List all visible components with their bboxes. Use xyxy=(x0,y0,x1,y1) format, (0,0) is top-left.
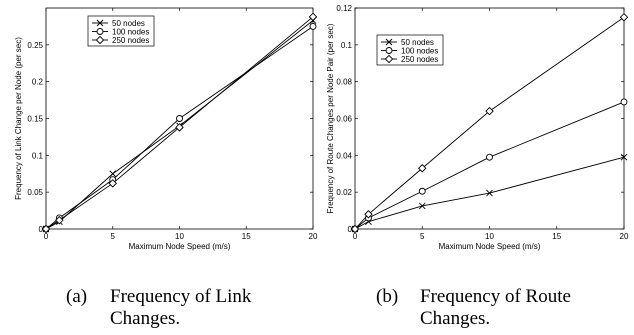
y-tick-label-b: 0.1 xyxy=(341,41,353,50)
data-point-a-2 xyxy=(309,22,317,30)
legend-label-a-1: 50 nodes xyxy=(112,19,145,28)
x-tick-label-b: 10 xyxy=(485,232,494,241)
data-point-a-3 xyxy=(108,179,117,188)
x-axis-label-a: Maximum Node Speed (m/s) xyxy=(129,242,231,251)
data-point-b-2 xyxy=(486,153,493,161)
data-point-b-1 xyxy=(620,153,628,161)
x-axis-label-b: Maximum Node Speed (m/s) xyxy=(439,242,541,251)
legend-marker-a-1 xyxy=(96,19,104,27)
y-axis-label-a: Frequency of Link Change per Node (per s… xyxy=(14,37,23,200)
y-tick-label-b: 0.12 xyxy=(336,4,352,13)
caption-a: (a) Frequency of Link Changes. xyxy=(66,286,251,330)
x-tick-label-a: 20 xyxy=(309,232,318,241)
x-tick-label-b: 5 xyxy=(420,232,425,241)
legend-marker-a-3 xyxy=(95,35,105,45)
caption-a-tag: (a) xyxy=(66,286,88,307)
y-tick-label-b: 0.02 xyxy=(336,188,352,197)
data-point-a-3 xyxy=(175,123,184,132)
chart-b: 0 5 10 15 20 0 0.02 0.04 0.06 0.08 0.1 0.12 Maximum … xyxy=(326,4,629,251)
x-tick-label-a: 5 xyxy=(111,232,116,241)
caption-a-line2: Changes. xyxy=(110,308,181,329)
y-tick-label-a: 0.1 xyxy=(32,151,44,160)
y-tick-label-a: 0.05 xyxy=(27,188,43,197)
caption-b-line2: Changes. xyxy=(420,308,491,329)
caption-b-tag: (b) xyxy=(376,286,399,307)
data-point-b-3 xyxy=(418,163,427,173)
data-point-b-2 xyxy=(620,98,628,106)
data-point-b-2 xyxy=(418,187,426,195)
data-point-b-3 xyxy=(364,210,373,219)
caption-a-line1: Frequency of Link xyxy=(110,286,252,307)
legend-marker-b-1 xyxy=(385,38,393,46)
legend-label-b-1: 50 nodes xyxy=(401,38,434,47)
legend-marker-b-3 xyxy=(384,54,394,64)
legend-label-a-2: 100 nodes xyxy=(112,28,149,37)
y-tick-label-b: 0.04 xyxy=(336,151,352,160)
caption-b-line1: Frequency of Route xyxy=(420,286,571,307)
data-point-a-2 xyxy=(176,115,183,122)
y-tick-label-a: 0.25 xyxy=(27,41,43,50)
y-tick-label-b: 0.08 xyxy=(336,78,352,87)
x-tick-label-b: 20 xyxy=(620,232,629,241)
y-axis-label-b: Frequency of Route Changes per Node Pair… xyxy=(326,23,335,213)
y-tick-label-a: 0 xyxy=(39,225,44,234)
data-point-a-3 xyxy=(41,224,51,234)
legend-label-a-3: 250 nodes xyxy=(112,36,149,45)
series-line-b-2 xyxy=(354,101,625,230)
x-tick-label-a: 15 xyxy=(242,232,251,241)
x-tick-label-b: 0 xyxy=(353,232,358,241)
data-point-b-1 xyxy=(486,189,493,197)
x-tick-label-b: 15 xyxy=(552,232,561,241)
data-point-b-3 xyxy=(350,224,360,234)
caption-b: (b) Frequency of Route Changes. xyxy=(376,286,571,330)
legend-marker-a-2 xyxy=(96,28,104,35)
y-tick-label-a: 0.2 xyxy=(32,78,44,87)
chart-a: 0 5 10 15 20 0 0.05 0.1 0.15 0.2 0.25 Maximum Node … xyxy=(14,7,318,251)
legend-label-b-2: 100 nodes xyxy=(401,47,438,56)
y-tick-label-a: 0.15 xyxy=(27,115,43,124)
x-tick-label-a: 0 xyxy=(44,232,49,241)
data-point-a-1 xyxy=(109,170,117,178)
y-tick-label-b: 0.06 xyxy=(336,115,352,124)
data-point-b-1 xyxy=(418,202,426,210)
data-point-a-3 xyxy=(308,12,318,22)
data-point-b-3 xyxy=(619,12,629,22)
legend-marker-b-2 xyxy=(385,47,393,54)
data-point-a-3 xyxy=(55,215,64,225)
x-tick-label-a: 10 xyxy=(175,232,184,241)
y-tick-label-b: 0 xyxy=(348,225,353,234)
data-point-b-3 xyxy=(485,106,494,116)
legend-label-b-3: 250 nodes xyxy=(401,55,438,64)
